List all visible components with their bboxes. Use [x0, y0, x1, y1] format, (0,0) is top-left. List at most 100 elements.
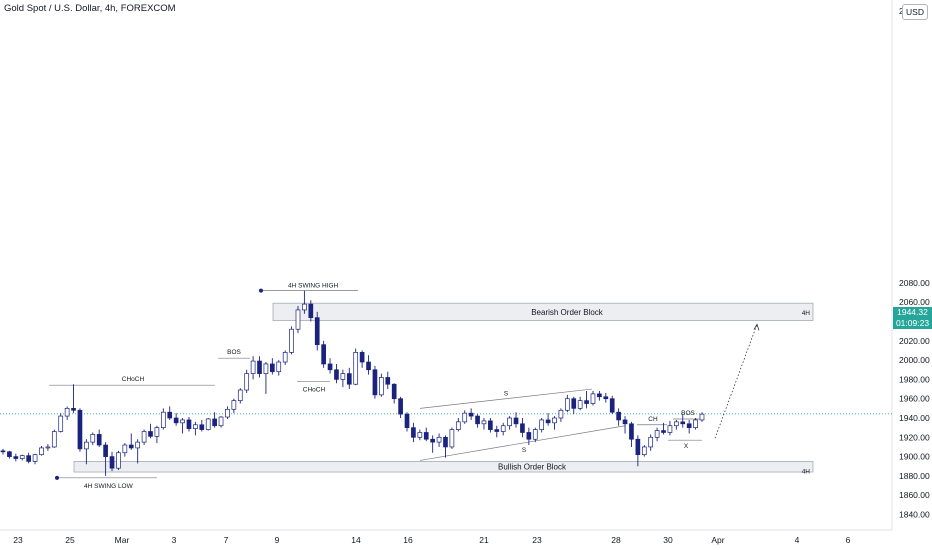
candle-body	[661, 430, 666, 433]
time-tick-label: 4	[795, 535, 800, 545]
candle-body	[641, 446, 647, 456]
candle-body	[404, 413, 410, 429]
time-tick-label: Apr	[711, 535, 724, 545]
candle-body	[186, 419, 192, 429]
candle-body	[302, 303, 307, 311]
price-tick-label: 1880.00	[899, 471, 930, 481]
candle-body	[39, 447, 44, 456]
candle-body	[90, 434, 96, 443]
candle-body	[417, 432, 423, 438]
candle-body	[430, 438, 435, 443]
time-tick-label: 16	[403, 535, 413, 545]
candle-body	[391, 383, 397, 400]
candle-body	[270, 363, 275, 373]
price-tick-label: 1860.00	[899, 490, 930, 500]
candle-body	[648, 436, 654, 448]
order-block-tag: 4H	[802, 310, 811, 317]
time-tick-label: 9	[275, 535, 280, 545]
time-tick-label: 21	[479, 535, 489, 545]
candle-body	[71, 408, 76, 411]
candle-body	[366, 361, 371, 371]
candle-body	[141, 431, 147, 443]
candle-body	[411, 427, 416, 438]
candle-body	[622, 419, 628, 425]
candle-body	[449, 429, 455, 448]
price-tick-label: 2060.00	[899, 297, 930, 307]
time-tick-label: Mar	[115, 535, 130, 545]
candle-body	[199, 424, 205, 430]
candle-body	[500, 425, 506, 432]
candle-body	[481, 420, 487, 425]
candle-body	[19, 455, 25, 459]
candle-body	[455, 421, 461, 430]
candle-body	[520, 423, 525, 433]
candle-body	[545, 419, 551, 424]
candle-body	[590, 393, 596, 404]
price-tick-label: 1920.00	[899, 432, 930, 442]
candle-body	[237, 389, 243, 401]
price-tick-label: 1900.00	[899, 452, 930, 462]
time-tick-label: 14	[351, 535, 361, 545]
candle-body	[218, 416, 224, 427]
candle-body	[564, 398, 570, 411]
candle-body	[103, 444, 108, 457]
candle-body	[225, 408, 230, 418]
candle-body	[539, 419, 545, 430]
candle-body	[51, 431, 57, 448]
current-price-value: 1944.32	[897, 307, 928, 317]
candle-body	[398, 398, 403, 415]
candle-body	[436, 436, 442, 443]
currency-button[interactable]: USD	[902, 4, 928, 20]
choch-label: CHoCH	[303, 386, 326, 393]
candle-body	[154, 427, 160, 437]
candle-body	[205, 418, 211, 430]
candle-body	[26, 455, 31, 462]
candle-body	[584, 400, 589, 404]
candle-body	[244, 373, 250, 391]
candle-body	[475, 415, 480, 425]
candle-body	[494, 429, 500, 432]
candle-body	[686, 423, 692, 429]
candle-body	[32, 454, 38, 462]
order-block-label: Bullish Order Block	[498, 463, 567, 472]
price-tick-label: 1840.00	[899, 510, 930, 520]
candle-body	[379, 377, 384, 396]
candle-body	[58, 415, 64, 432]
x-label: X	[684, 443, 689, 450]
candle-body	[96, 434, 102, 446]
candle-body	[173, 417, 179, 424]
candle-body	[359, 352, 365, 363]
time-tick-label: 3	[172, 535, 177, 545]
candle-body	[372, 369, 378, 396]
candle-body	[693, 419, 698, 428]
candle-body	[462, 412, 468, 423]
candle-body	[0, 450, 6, 453]
candle-body	[128, 444, 134, 449]
order-block-tag: 4H	[802, 468, 811, 475]
candle-body	[231, 400, 237, 410]
time-tick-label: 6	[846, 535, 851, 545]
time-tick-label: 28	[611, 535, 621, 545]
candle-body	[84, 441, 89, 450]
price-tick-label: 1980.00	[899, 374, 930, 384]
candle-body	[116, 452, 121, 469]
candle-body	[276, 361, 282, 373]
candle-body	[603, 396, 609, 400]
time-tick-label: 30	[663, 535, 673, 545]
candle-body	[507, 417, 512, 427]
candle-body	[289, 328, 294, 353]
candle-body	[488, 420, 493, 430]
price-tick-label: 1940.00	[899, 413, 930, 423]
candle-body	[513, 417, 519, 425]
swing-low-marker	[55, 475, 59, 480]
candle-body	[77, 409, 83, 450]
ch-label: CH	[648, 416, 658, 423]
candle-body	[7, 451, 12, 457]
wedge-upper-line	[419, 388, 593, 409]
candle-body	[423, 432, 429, 440]
candle-body	[346, 373, 352, 385]
candle-body	[257, 360, 262, 374]
time-tick-label: 23	[532, 535, 542, 545]
chart-title: Gold Spot / U.S. Dollar, 4h, FOREXCOM	[4, 3, 176, 14]
